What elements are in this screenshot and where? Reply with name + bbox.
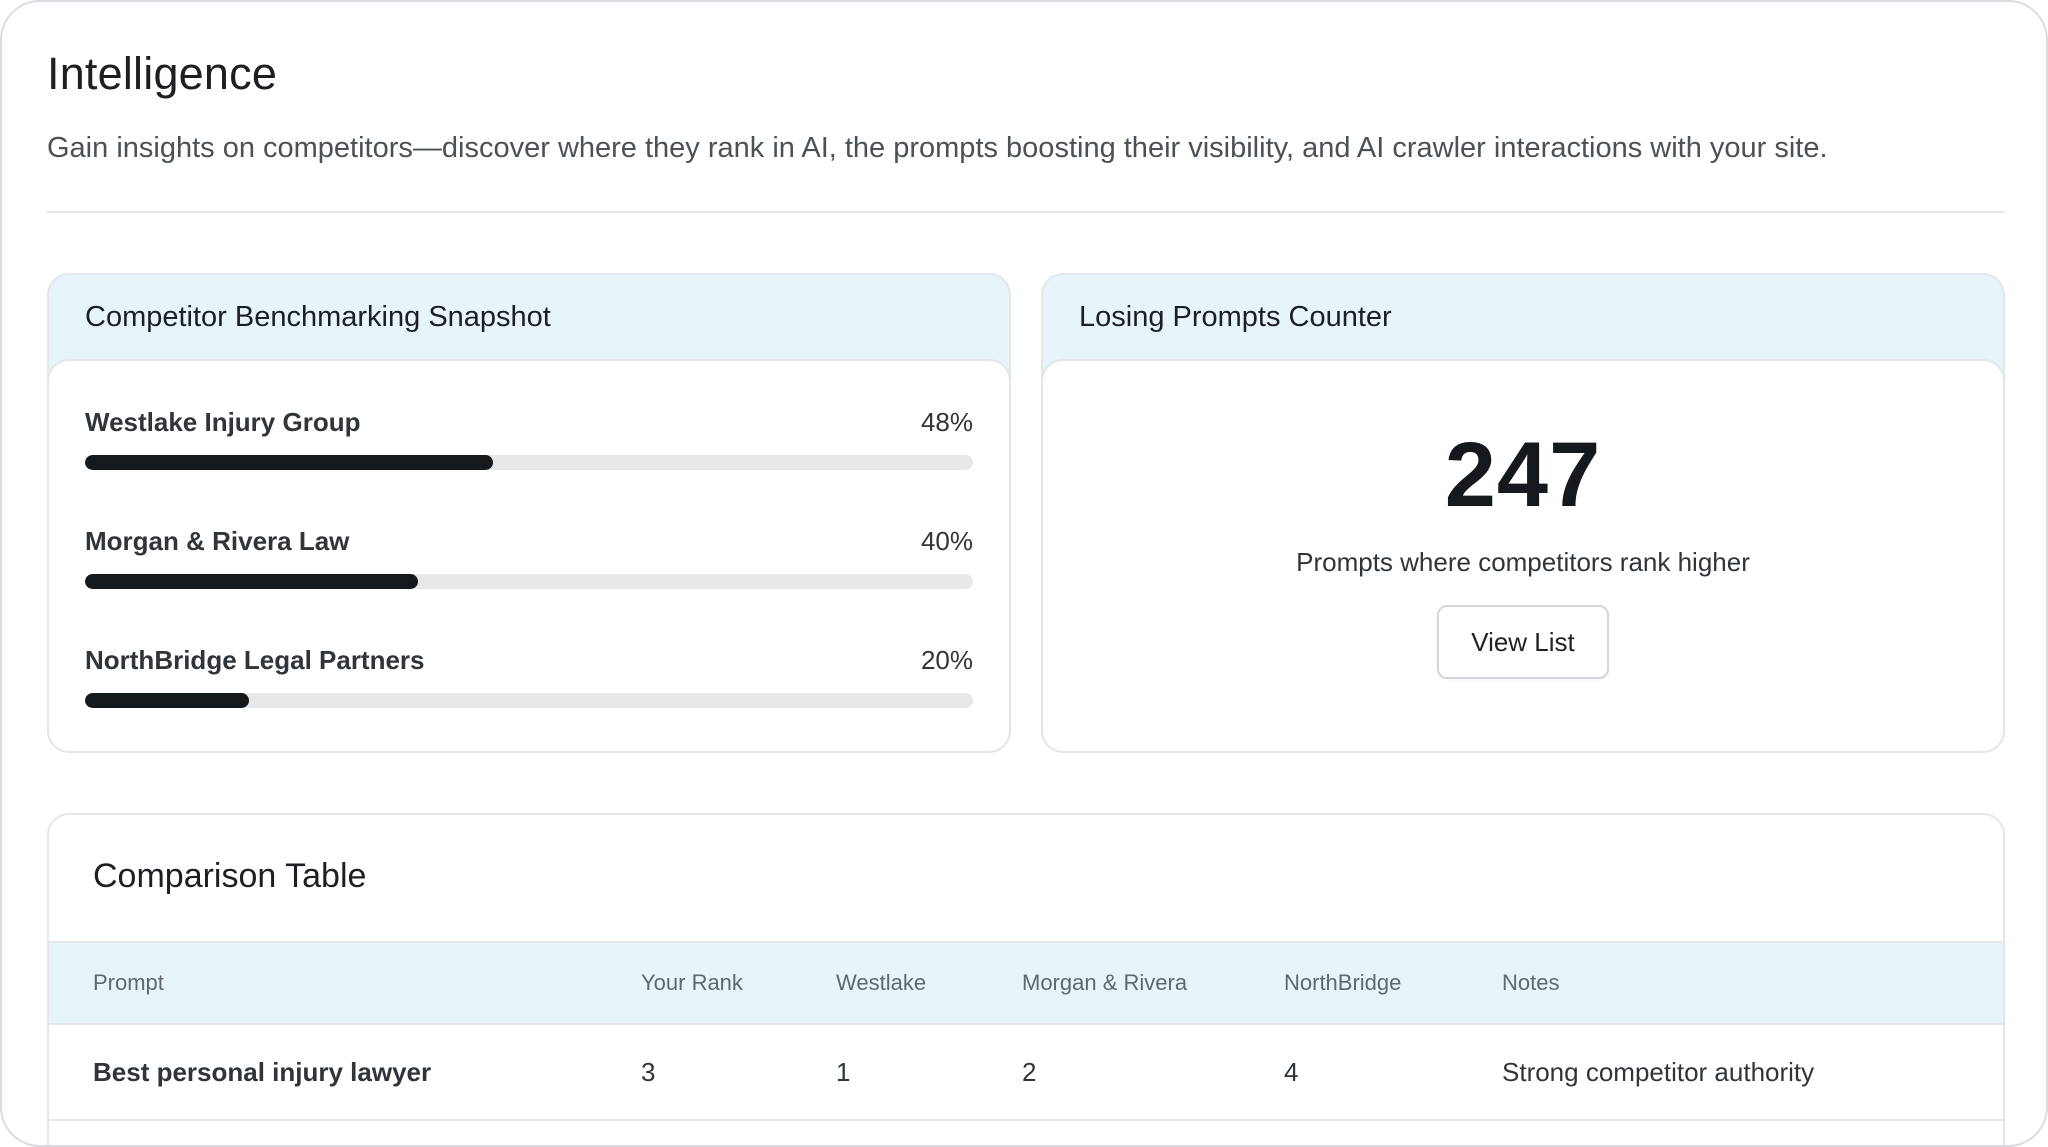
progress-fill bbox=[85, 574, 418, 589]
column-header-northbridge: NorthBridge bbox=[1284, 970, 1402, 995]
losing-prompts-card-title: Losing Prompts Counter bbox=[1079, 300, 1392, 333]
view-list-button[interactable]: View List bbox=[1437, 605, 1609, 679]
progress-fill bbox=[85, 455, 494, 470]
table-header-row: Prompt Your Rank Westlake Morgan & River… bbox=[49, 941, 2003, 1025]
benchmark-card-title: Competitor Benchmarking Snapshot bbox=[85, 300, 551, 333]
cell-notes: Strong competitor authority bbox=[1502, 1056, 1815, 1087]
cell-westlake-rank: 1 bbox=[836, 1056, 851, 1087]
table-row[interactable]: Best personal injury lawyer 3 1 2 4 Stro… bbox=[49, 1025, 2003, 1121]
benchmark-row-northbridge: NorthBridge Legal Partners 20% bbox=[85, 645, 973, 715]
benchmark-row-morgan: Morgan & Rivera Law 40% bbox=[85, 526, 973, 596]
progress-fill bbox=[85, 693, 250, 708]
cell-morgan-rank: 2 bbox=[1022, 1056, 1037, 1087]
cell-your-rank: 3 bbox=[641, 1056, 656, 1087]
progress-track bbox=[85, 693, 973, 708]
competitor-name: Westlake Injury Group bbox=[85, 407, 361, 437]
competitor-percent: 48% bbox=[920, 407, 973, 437]
cell-northbridge-rank: 4 bbox=[1284, 1056, 1299, 1087]
losing-prompts-card-body: 247 Prompts where competitors rank highe… bbox=[1043, 359, 2003, 751]
header-divider bbox=[47, 211, 2005, 213]
column-header-notes: Notes bbox=[1502, 970, 1560, 995]
competitor-percent: 40% bbox=[920, 526, 973, 556]
benchmark-card-body: Westlake Injury Group 48% Morgan & River… bbox=[49, 359, 1009, 751]
competitor-name: Morgan & Rivera Law bbox=[85, 526, 350, 556]
progress-track bbox=[85, 455, 973, 470]
comparison-table-title: Comparison Table bbox=[93, 857, 367, 895]
comparison-table-card: Comparison Table Prompt Your Rank Westla… bbox=[47, 813, 2005, 1145]
benchmark-row-westlake: Westlake Injury Group 48% bbox=[85, 407, 973, 477]
column-header-prompt: Prompt bbox=[93, 970, 164, 995]
column-header-morgan-rivera: Morgan & Rivera bbox=[1022, 970, 1188, 995]
losing-prompts-count: 247 bbox=[1444, 424, 1602, 526]
losing-prompts-card: Losing Prompts Counter 247 Prompts where… bbox=[1041, 273, 2005, 753]
cell-prompt: Best personal injury lawyer bbox=[93, 1056, 432, 1087]
competitor-name: NorthBridge Legal Partners bbox=[85, 645, 425, 675]
progress-track bbox=[85, 574, 973, 589]
page-title: Intelligence bbox=[47, 48, 278, 99]
page-subtitle: Gain insights on competitors—discover wh… bbox=[47, 132, 1828, 164]
losing-prompts-caption: Prompts where competitors rank higher bbox=[1296, 547, 1750, 577]
competitor-percent: 20% bbox=[920, 645, 973, 675]
column-header-westlake: Westlake bbox=[836, 970, 927, 995]
benchmark-card: Competitor Benchmarking Snapshot Westlak… bbox=[47, 273, 1011, 753]
column-header-your-rank: Your Rank bbox=[641, 970, 743, 995]
